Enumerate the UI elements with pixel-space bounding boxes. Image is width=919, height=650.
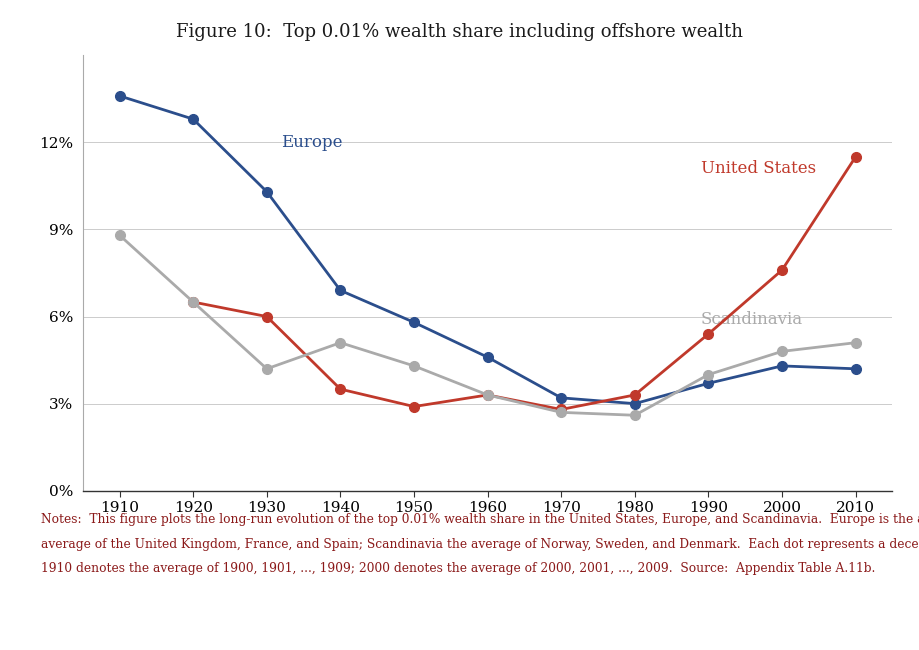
Text: Figure 10:  Top 0.01% wealth share including offshore wealth: Figure 10: Top 0.01% wealth share includ… bbox=[176, 23, 743, 41]
Text: United States: United States bbox=[700, 160, 815, 177]
Text: average of the United Kingdom, France, and Spain; Scandinavia the average of Nor: average of the United Kingdom, France, a… bbox=[41, 538, 919, 551]
Text: Europe: Europe bbox=[281, 134, 343, 151]
Text: Scandinavia: Scandinavia bbox=[700, 311, 802, 328]
Text: 1910 denotes the average of 1900, 1901, ..., 1909; 2000 denotes the average of 2: 1910 denotes the average of 1900, 1901, … bbox=[41, 562, 875, 575]
Text: Notes:  This figure plots the long-run evolution of the top 0.01% wealth share i: Notes: This figure plots the long-run ev… bbox=[41, 513, 919, 526]
